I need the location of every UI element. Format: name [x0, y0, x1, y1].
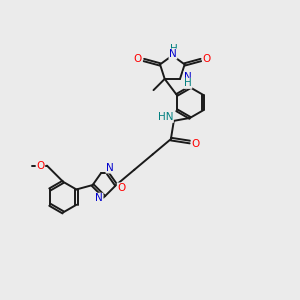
Text: N: N: [184, 72, 192, 82]
Text: O: O: [191, 139, 200, 148]
Text: O: O: [117, 183, 125, 193]
Text: O: O: [36, 160, 45, 171]
Text: HN: HN: [158, 112, 173, 122]
Text: H: H: [184, 78, 192, 88]
Text: O: O: [36, 160, 45, 171]
Text: N: N: [106, 163, 114, 173]
Text: N: N: [169, 49, 177, 59]
Text: H: H: [170, 44, 178, 54]
Text: O: O: [134, 53, 142, 64]
Text: O: O: [202, 53, 211, 64]
Text: N: N: [95, 193, 103, 203]
